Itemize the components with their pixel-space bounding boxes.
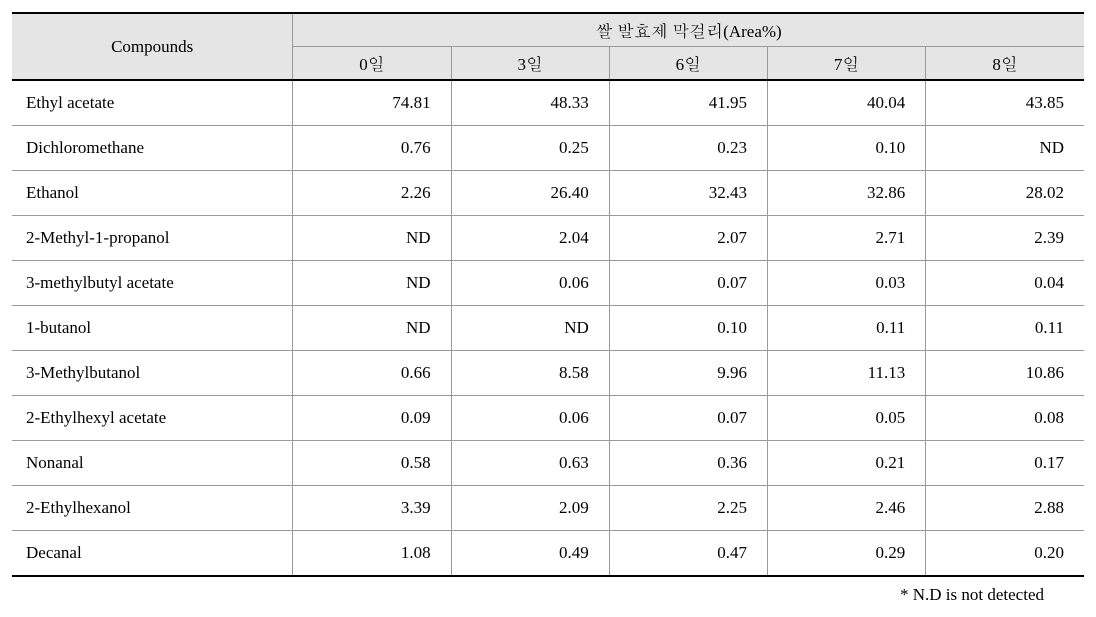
cell-value: 2.71: [768, 216, 926, 261]
cell-value: 43.85: [926, 80, 1084, 126]
cell-value: 0.08: [926, 396, 1084, 441]
cell-value: 0.20: [926, 531, 1084, 577]
cell-value: 0.05: [768, 396, 926, 441]
cell-value: ND: [293, 216, 451, 261]
cell-value: 0.17: [926, 441, 1084, 486]
cell-value: 2.09: [451, 486, 609, 531]
table-container: Compounds 쌀 발효제 막걸리(Area%) 0일 3일 6일 7일 8…: [12, 12, 1084, 605]
cell-value: 2.07: [609, 216, 767, 261]
cell-value: 0.10: [768, 126, 926, 171]
cell-value: 32.86: [768, 171, 926, 216]
cell-value: 0.23: [609, 126, 767, 171]
header-day-3: 7일: [768, 47, 926, 81]
compound-name: 2-Ethylhexyl acetate: [12, 396, 293, 441]
cell-value: 0.63: [451, 441, 609, 486]
cell-value: 8.58: [451, 351, 609, 396]
table-row: 3-methylbutyl acetateND0.060.070.030.04: [12, 261, 1084, 306]
header-day-1: 3일: [451, 47, 609, 81]
cell-value: 2.04: [451, 216, 609, 261]
cell-value: 3.39: [293, 486, 451, 531]
compounds-table: Compounds 쌀 발효제 막걸리(Area%) 0일 3일 6일 7일 8…: [12, 12, 1084, 577]
header-day-2: 6일: [609, 47, 767, 81]
table-row: 2-Methyl-1-propanolND2.042.072.712.39: [12, 216, 1084, 261]
cell-value: 74.81: [293, 80, 451, 126]
cell-value: 1.08: [293, 531, 451, 577]
header-row-1: Compounds 쌀 발효제 막걸리(Area%): [12, 13, 1084, 47]
cell-value: 2.26: [293, 171, 451, 216]
header-day-0: 0일: [293, 47, 451, 81]
cell-value: 2.25: [609, 486, 767, 531]
table-row: 3-Methylbutanol0.668.589.9611.1310.86: [12, 351, 1084, 396]
table-head: Compounds 쌀 발효제 막걸리(Area%) 0일 3일 6일 7일 8…: [12, 13, 1084, 80]
cell-value: 0.29: [768, 531, 926, 577]
cell-value: 11.13: [768, 351, 926, 396]
table-row: Dichloromethane0.760.250.230.10ND: [12, 126, 1084, 171]
cell-value: ND: [926, 126, 1084, 171]
compound-name: Dichloromethane: [12, 126, 293, 171]
table-row: Ethanol2.2626.4032.4332.8628.02: [12, 171, 1084, 216]
cell-value: 28.02: [926, 171, 1084, 216]
table-row: Nonanal0.580.630.360.210.17: [12, 441, 1084, 486]
cell-value: 2.88: [926, 486, 1084, 531]
compound-name: Ethyl acetate: [12, 80, 293, 126]
compound-name: 3-methylbutyl acetate: [12, 261, 293, 306]
table-row: Ethyl acetate74.8148.3341.9540.0443.85: [12, 80, 1084, 126]
cell-value: 0.11: [768, 306, 926, 351]
cell-value: 26.40: [451, 171, 609, 216]
cell-value: ND: [451, 306, 609, 351]
cell-value: 0.58: [293, 441, 451, 486]
table-row: Decanal1.080.490.470.290.20: [12, 531, 1084, 577]
cell-value: 48.33: [451, 80, 609, 126]
cell-value: 0.49: [451, 531, 609, 577]
cell-value: 0.07: [609, 396, 767, 441]
table-row: 1-butanolNDND0.100.110.11: [12, 306, 1084, 351]
table-body: Ethyl acetate74.8148.3341.9540.0443.85Di…: [12, 80, 1084, 576]
cell-value: 0.21: [768, 441, 926, 486]
header-compounds: Compounds: [12, 13, 293, 80]
compound-name: 2-Ethylhexanol: [12, 486, 293, 531]
cell-value: 10.86: [926, 351, 1084, 396]
cell-value: 0.76: [293, 126, 451, 171]
cell-value: ND: [293, 261, 451, 306]
compound-name: 1-butanol: [12, 306, 293, 351]
cell-value: 0.06: [451, 396, 609, 441]
cell-value: 0.04: [926, 261, 1084, 306]
header-day-4: 8일: [926, 47, 1084, 81]
cell-value: 0.03: [768, 261, 926, 306]
cell-value: 0.07: [609, 261, 767, 306]
table-row: 2-Ethylhexanol3.392.092.252.462.88: [12, 486, 1084, 531]
cell-value: 0.10: [609, 306, 767, 351]
cell-value: 0.25: [451, 126, 609, 171]
compound-name: 3-Methylbutanol: [12, 351, 293, 396]
cell-value: 0.66: [293, 351, 451, 396]
cell-value: 0.06: [451, 261, 609, 306]
cell-value: 41.95: [609, 80, 767, 126]
cell-value: 0.09: [293, 396, 451, 441]
compound-name: Decanal: [12, 531, 293, 577]
compound-name: Ethanol: [12, 171, 293, 216]
header-group: 쌀 발효제 막걸리(Area%): [293, 13, 1084, 47]
cell-value: 0.47: [609, 531, 767, 577]
table-row: 2-Ethylhexyl acetate0.090.060.070.050.08: [12, 396, 1084, 441]
cell-value: 9.96: [609, 351, 767, 396]
cell-value: 2.46: [768, 486, 926, 531]
cell-value: 0.36: [609, 441, 767, 486]
cell-value: 0.11: [926, 306, 1084, 351]
compound-name: Nonanal: [12, 441, 293, 486]
cell-value: ND: [293, 306, 451, 351]
cell-value: 40.04: [768, 80, 926, 126]
compound-name: 2-Methyl-1-propanol: [12, 216, 293, 261]
cell-value: 2.39: [926, 216, 1084, 261]
cell-value: 32.43: [609, 171, 767, 216]
